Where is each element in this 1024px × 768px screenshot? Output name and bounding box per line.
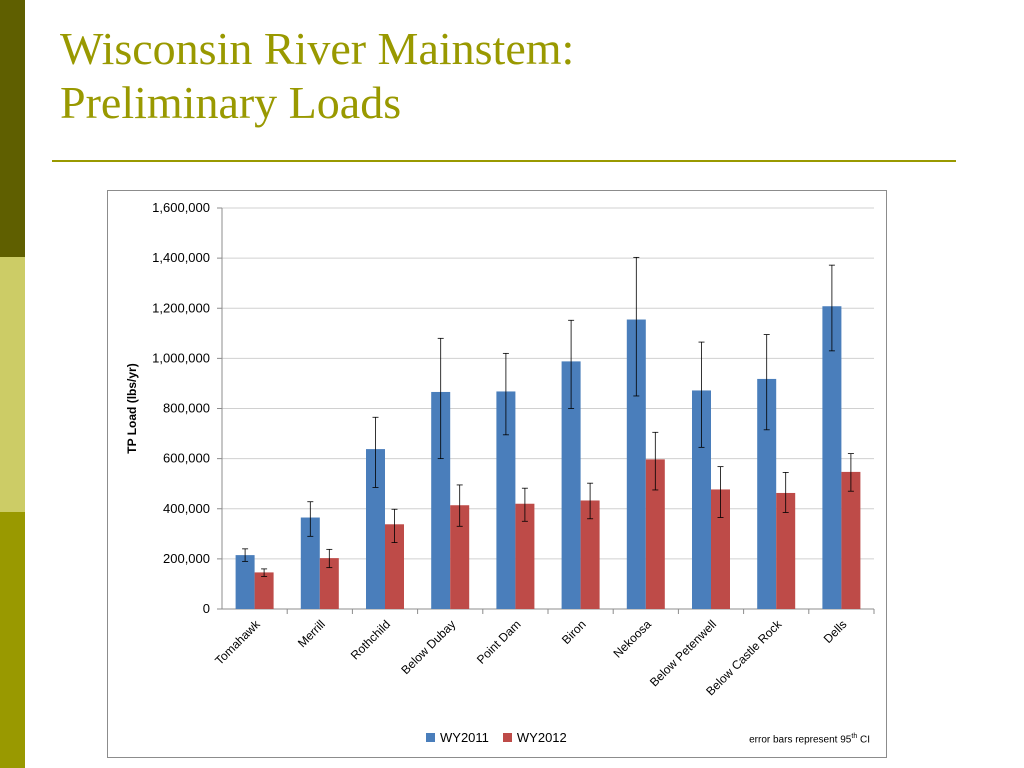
bar-wy2011	[822, 306, 842, 609]
y-tick-label: 1,400,000	[152, 250, 210, 265]
y-tick-label: 1,200,000	[152, 300, 210, 315]
slide-title: Wisconsin River Mainstem: Preliminary Lo…	[60, 22, 960, 130]
chart-area: 0 200,000 400,000 600,000 800,000 1,000,000 1,…	[107, 190, 887, 758]
y-tick-label: 800,000	[163, 401, 210, 416]
slide-title-line-2: Preliminary Loads	[60, 77, 402, 128]
y-tick-label: 600,000	[163, 451, 210, 466]
bar-wy2011	[366, 449, 385, 609]
x-tick-label: Below Dubay	[398, 617, 458, 677]
bar-wy2011	[496, 391, 516, 609]
bar-wy2012	[254, 572, 274, 609]
bar-wy2011	[692, 390, 711, 609]
y-tick-label: 0	[203, 601, 210, 616]
x-tick-label: Rothchild	[348, 617, 393, 662]
y-tick-label: 400,000	[163, 501, 210, 516]
legend-swatch-wy2011	[426, 733, 435, 742]
error-bar-note: error bars represent 95th CI	[749, 733, 870, 745]
legend-item-wy2012: WY2012	[502, 730, 567, 745]
error-bar-note-sup: th	[851, 732, 858, 740]
x-tick-label: Below Petenwell	[647, 617, 719, 689]
legend-label-wy2011: WY2011	[440, 730, 489, 745]
x-tick-label: Dells	[821, 617, 850, 646]
x-tick-label: Nekoosa	[611, 617, 655, 661]
title-divider	[52, 160, 956, 162]
legend-label-wy2012: WY2012	[516, 730, 567, 745]
x-tick-label: Tomahawk	[212, 617, 263, 668]
bar-wy2011	[235, 555, 255, 609]
x-tick-label: Biron	[559, 617, 589, 647]
bar-wy2012	[580, 500, 600, 609]
bar-wy2012	[645, 459, 665, 609]
bar-wy2011	[626, 319, 646, 609]
bar-wy2012	[450, 505, 470, 609]
slide-title-line-1: Wisconsin River Mainstem:	[60, 23, 575, 74]
x-tick-label: Point Dam	[474, 617, 524, 667]
y-tick-label: 200,000	[163, 551, 210, 566]
chart-legend: WY2011 WY2012	[426, 730, 567, 745]
bar-wy2011	[757, 378, 777, 609]
tp-load-bar-chart: 0 200,000 400,000 600,000 800,000 1,000,000 1,…	[125, 200, 875, 698]
bar-wy2011	[561, 361, 581, 609]
error-bar-note-suffix: CI	[857, 734, 870, 745]
accent-strip-mid	[0, 512, 25, 768]
bar-wy2011	[300, 517, 320, 609]
bar-wy2012	[319, 558, 339, 609]
accent-strip-light	[0, 257, 25, 512]
accent-strip-dark	[0, 0, 25, 257]
bar-wy2011	[431, 391, 451, 609]
error-bar-note-prefix: error bars represent 95	[749, 734, 852, 745]
y-tick-label: 1,000,000	[152, 350, 210, 365]
bar-wy2012	[515, 503, 535, 609]
legend-item-wy2011: WY2011	[426, 730, 489, 745]
bar-wy2012	[776, 492, 796, 609]
y-tick-label: 1,600,000	[152, 200, 210, 215]
bar-wy2012	[711, 489, 730, 609]
x-tick-label: Merrill	[295, 617, 328, 650]
y-axis-label: TP Load (lbs/yr)	[125, 363, 139, 453]
bar-wy2012	[841, 471, 861, 609]
bar-wy2012	[385, 524, 404, 609]
legend-swatch-wy2012	[502, 733, 512, 742]
